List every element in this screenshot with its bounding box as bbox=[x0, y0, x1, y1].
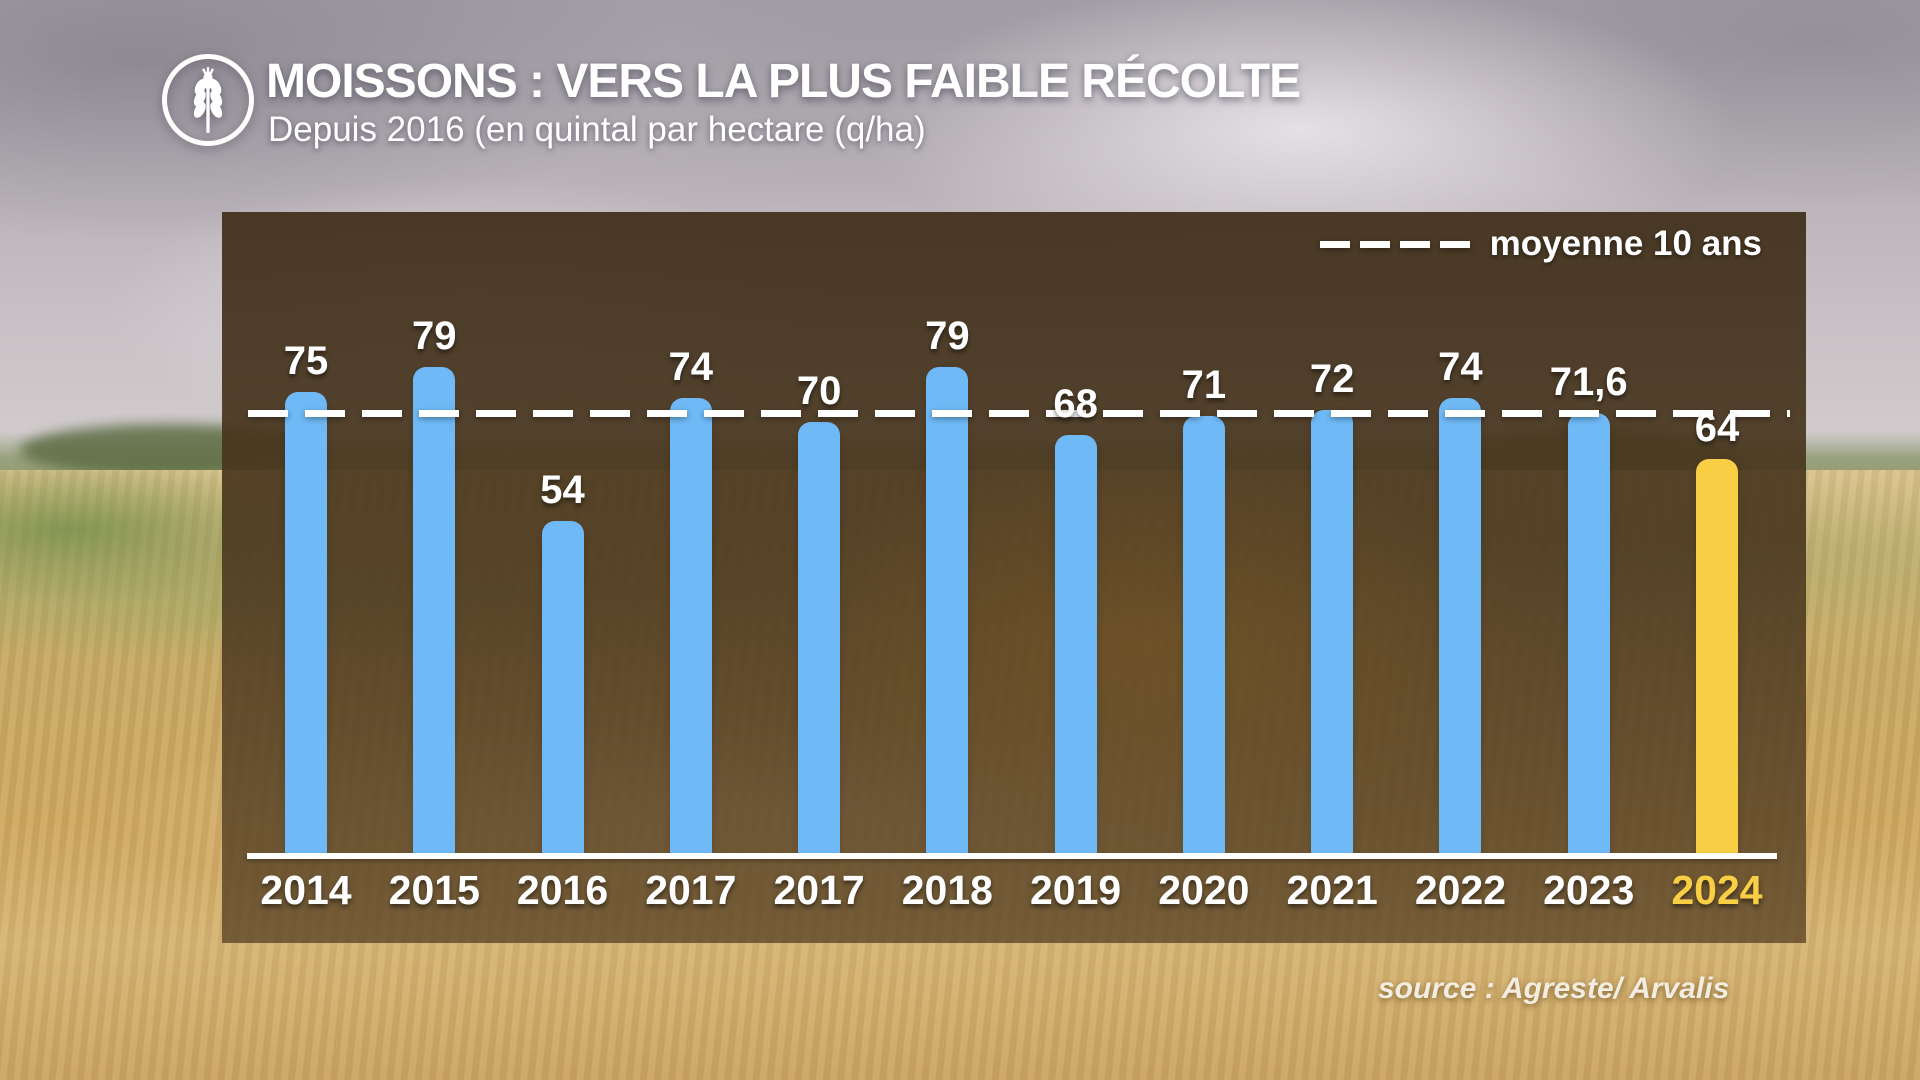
value-label-2020: 71 bbox=[1181, 363, 1227, 407]
value-label-2024: 64 bbox=[1694, 406, 1740, 450]
year-label-2014: 2014 bbox=[260, 867, 352, 913]
bar-2019 bbox=[1054, 435, 1097, 853]
wheat-icon bbox=[162, 54, 254, 146]
year-label-2017: 2017 bbox=[773, 867, 865, 913]
value-label-2017: 74 bbox=[668, 345, 714, 389]
value-label-2021: 72 bbox=[1309, 357, 1355, 401]
value-label-2023: 71,6 bbox=[1549, 360, 1628, 404]
average-dashed-line bbox=[248, 410, 1790, 417]
year-label-2021: 2021 bbox=[1286, 867, 1378, 913]
page-subtitle: Depuis 2016 (en quintal par hectare (q/h… bbox=[268, 110, 926, 149]
year-label-2020: 2020 bbox=[1158, 867, 1250, 913]
bar-2016 bbox=[541, 521, 584, 853]
chart-panel: moyenne 10 ans 75 2014 79 2015 54 2016 74 2017 7… bbox=[222, 212, 1806, 943]
value-label-2017: 70 bbox=[796, 369, 842, 413]
year-label-2018: 2018 bbox=[901, 867, 993, 913]
value-label-2015: 79 bbox=[412, 314, 457, 358]
year-label-2023: 2023 bbox=[1543, 867, 1635, 913]
bar-2020 bbox=[1182, 416, 1225, 853]
bar-2023 bbox=[1567, 413, 1610, 853]
bar-2024-highlight bbox=[1695, 459, 1738, 853]
year-label-2015: 2015 bbox=[388, 867, 480, 913]
bar-2017 bbox=[669, 398, 712, 853]
year-label-2019: 2019 bbox=[1030, 867, 1122, 913]
year-label-2017: 2017 bbox=[645, 867, 737, 913]
bar-2018 bbox=[926, 367, 969, 853]
bar-2015 bbox=[413, 367, 456, 853]
year-label-2016: 2016 bbox=[516, 867, 609, 913]
value-label-2016: 54 bbox=[540, 468, 585, 512]
bar-2022 bbox=[1439, 398, 1482, 853]
bar-2017 bbox=[798, 422, 841, 853]
bar-2014 bbox=[285, 392, 327, 853]
page-title: MOISSONS : VERS LA PLUS FAIBLE RÉCOLTE bbox=[266, 55, 1301, 108]
value-label-2019: 68 bbox=[1053, 382, 1098, 426]
year-label-2022: 2022 bbox=[1414, 867, 1507, 913]
dashed-line-icon bbox=[1319, 240, 1470, 248]
source-credit: source : Agreste/ Arvalis bbox=[1378, 972, 1730, 1005]
value-label-2022: 74 bbox=[1438, 345, 1483, 389]
bar-2021 bbox=[1311, 410, 1354, 853]
year-label-2024: 2024 bbox=[1671, 867, 1763, 913]
legend-label: moyenne 10 ans bbox=[1489, 224, 1762, 263]
x-axis-line bbox=[247, 853, 1777, 859]
value-label-2018: 79 bbox=[925, 314, 970, 358]
legend: moyenne 10 ans bbox=[1319, 222, 1762, 266]
value-label-2014: 75 bbox=[283, 339, 329, 383]
